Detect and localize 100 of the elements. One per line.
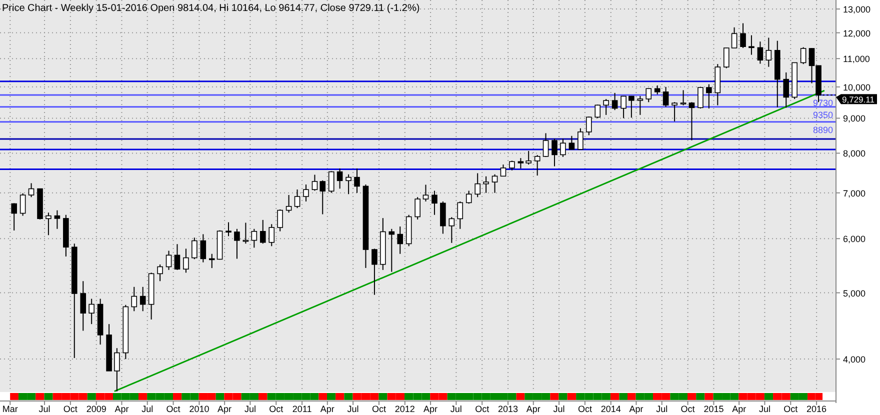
candlestick (422, 184, 429, 202)
candlestick (500, 164, 506, 177)
candlestick (800, 46, 806, 65)
candlestick (612, 92, 618, 111)
candlestick (560, 138, 566, 158)
candlestick (192, 237, 198, 260)
candlestick (731, 26, 738, 49)
x-tick-label: 2016 (806, 404, 827, 414)
x-tick-label: 2009 (86, 404, 106, 414)
candlestick (226, 222, 232, 237)
y-tick-label: 4,000 (843, 354, 866, 365)
x-tick-label: Apr (732, 404, 746, 414)
ref-line-label: 9350 (812, 110, 833, 120)
x-tick-label: Apr (320, 404, 334, 414)
candlestick (183, 248, 189, 274)
candlestick (628, 95, 634, 118)
x-tick-label: 2011 (292, 404, 312, 414)
candlestick (251, 228, 258, 248)
candlestick (672, 102, 678, 122)
y-tick-label: 5,000 (843, 288, 866, 298)
candlestick (518, 158, 524, 169)
x-tick-label: Oct (63, 404, 78, 414)
y-tick-label: 8,000 (843, 148, 866, 159)
candlestick (88, 298, 94, 325)
candlestick (140, 286, 146, 312)
candlestick (568, 135, 575, 150)
ref-line-label: 8890 (812, 124, 833, 135)
x-tick-label: Jul (38, 404, 50, 414)
candlestick (432, 190, 438, 216)
candlestick (303, 184, 309, 202)
candlestick (200, 234, 206, 263)
candlestick (354, 168, 360, 194)
x-tick-label: Oct (475, 404, 490, 414)
y-tick-label: 7,000 (843, 188, 866, 198)
x-tick-label: Jul (142, 404, 154, 414)
x-tick-label: Jul (450, 404, 462, 414)
candlestick (277, 208, 283, 232)
candlestick (680, 90, 686, 106)
candlestick (526, 150, 532, 166)
y-tick-label: 13,000 (843, 4, 871, 14)
x-tick-label: Jul (656, 404, 668, 414)
candlestick (748, 34, 754, 56)
candlestick (552, 138, 558, 167)
candlestick (698, 86, 704, 109)
y-tick-label: 9,000 (843, 114, 866, 124)
candlestick (440, 200, 446, 234)
candlestick (286, 194, 292, 214)
candlestick (166, 250, 172, 270)
candlestick (706, 84, 712, 109)
candlestick (509, 160, 515, 171)
x-tick-label: 2014 (600, 404, 621, 414)
x-tick-label: Jul (758, 404, 770, 414)
x-tick-label: Jul (347, 404, 359, 414)
candlestick (20, 192, 26, 216)
x-tick-label: Apr (218, 404, 232, 414)
y-tick-label: 10,000 (843, 82, 871, 92)
x-tick-label: Oct (372, 404, 386, 414)
x-tick-label: Apr (629, 404, 644, 414)
candlestick (457, 200, 464, 230)
candlestick (346, 174, 352, 195)
candlestick (646, 88, 652, 103)
x-tick-label: Jul (244, 404, 256, 414)
candlestick (603, 98, 609, 116)
candlestick (268, 224, 275, 247)
candlestick (80, 280, 86, 332)
candlestick (740, 22, 746, 49)
x-tick-label: Mar (2, 404, 18, 414)
candlestick (688, 102, 695, 141)
candlestick (723, 46, 730, 69)
candlestick (260, 219, 266, 244)
candlestick (320, 180, 326, 215)
candlestick (466, 190, 472, 204)
chart-title: Price Chart - Weekly 15-01-2016 Open 9814.04, Hi 10164, Lo 9614.77, Close 9729.11 (-1.2%) (2, 3, 420, 14)
candlestick (542, 132, 549, 158)
candlestick (492, 174, 498, 194)
x-tick-label: Apr (424, 404, 438, 414)
x-tick-label: Oct (166, 404, 181, 414)
candlestick (534, 154, 540, 176)
y-tick-label: 12,000 (843, 28, 871, 38)
candlestick (54, 210, 60, 230)
x-tick-label: Apr (114, 404, 129, 414)
x-tick-label: 2015 (704, 404, 724, 414)
ref-line-label: 9730 (812, 98, 833, 108)
candlestick (757, 41, 764, 64)
candlestick (397, 226, 404, 254)
candlestick (662, 86, 669, 108)
candlestick (11, 202, 17, 231)
candlestick (328, 170, 334, 194)
candlestick (448, 216, 455, 244)
candlestick (46, 212, 52, 236)
y-tick-label: 11,000 (843, 54, 870, 64)
candlestick (594, 104, 601, 119)
annotation: 9,729.11 (842, 94, 875, 105)
candlestick (620, 95, 626, 119)
candlestick (157, 264, 163, 282)
candlestick (637, 95, 644, 116)
x-tick-label: Apr (526, 404, 540, 414)
candlestick (208, 253, 215, 269)
x-tick-label: 2012 (394, 404, 415, 414)
candlestick (312, 174, 318, 192)
